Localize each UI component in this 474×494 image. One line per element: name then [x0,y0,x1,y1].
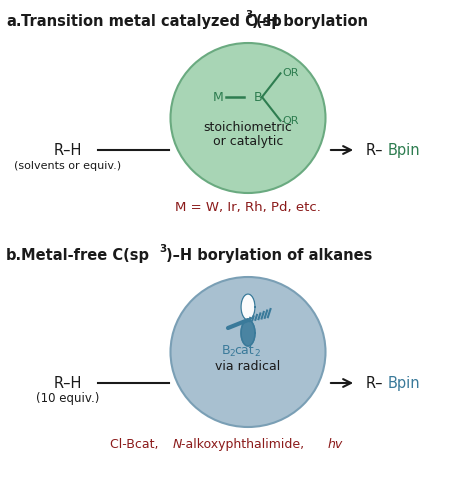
Text: a.: a. [6,14,21,29]
Text: Metal-free C(sp: Metal-free C(sp [21,248,149,263]
Text: Transition metal catalyzed C(sp: Transition metal catalyzed C(sp [21,14,282,29]
Text: hv: hv [328,438,343,451]
Text: R–H: R–H [54,142,82,158]
Text: (10 equiv.): (10 equiv.) [36,392,100,405]
Text: b.: b. [6,248,22,263]
Text: 2: 2 [254,348,260,358]
Text: R–H: R–H [54,375,82,390]
Text: R–: R– [366,375,383,390]
Text: M: M [213,90,223,104]
Text: R–: R– [366,142,383,158]
Text: cat: cat [234,343,254,357]
Text: 3: 3 [159,244,166,254]
Ellipse shape [171,43,326,193]
Polygon shape [241,320,255,346]
Text: M = W, Ir, Rh, Pd, etc.: M = W, Ir, Rh, Pd, etc. [175,201,321,213]
Text: stoichiometric: stoichiometric [203,121,292,133]
Text: )–H borylation: )–H borylation [252,14,368,29]
Text: 2: 2 [229,348,235,358]
Text: B: B [222,343,231,357]
Text: or catalytic: or catalytic [213,134,283,148]
Ellipse shape [171,277,326,427]
Text: Cl-Bcat,: Cl-Bcat, [110,438,163,451]
Polygon shape [241,294,255,320]
Text: Bpin: Bpin [388,375,420,390]
Text: )–H borylation of alkanes: )–H borylation of alkanes [166,248,373,263]
Text: B: B [254,90,263,104]
Text: -alkoxyphthalimide,: -alkoxyphthalimide, [181,438,308,451]
Text: via radical: via radical [215,360,281,372]
Text: (solvents or equiv.): (solvents or equiv.) [14,161,121,171]
Text: OR: OR [283,116,299,125]
Text: Bpin: Bpin [388,142,420,158]
Text: OR: OR [283,68,299,79]
Text: 3: 3 [245,10,252,20]
Text: N: N [173,438,182,451]
